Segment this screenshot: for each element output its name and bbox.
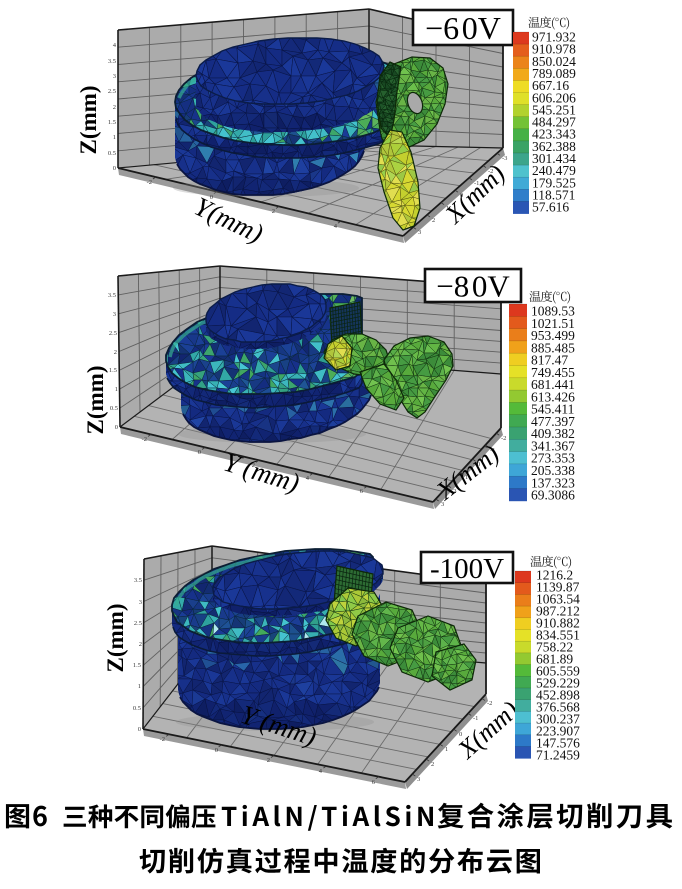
svg-text:1: 1 [115, 386, 118, 393]
svg-text:1: 1 [445, 746, 448, 753]
svg-text:-1: -1 [490, 447, 495, 454]
svg-text:−8 0V: −8 0V [436, 269, 510, 304]
svg-text:1.5: 1.5 [133, 662, 141, 669]
svg-text:3: 3 [113, 73, 116, 80]
svg-text:0: 0 [138, 726, 141, 733]
svg-text:1: 1 [465, 474, 468, 481]
svg-text:953.499: 953.499 [531, 328, 575, 343]
svg-text:2.5: 2.5 [134, 620, 142, 627]
svg-text:0.5: 0.5 [110, 405, 118, 412]
svg-text:885.485: 885.485 [531, 340, 575, 355]
svg-text:817.47: 817.47 [531, 353, 568, 368]
svg-text:1: 1 [446, 205, 449, 212]
svg-text:423.343: 423.343 [532, 127, 576, 142]
svg-text:3: 3 [417, 776, 420, 783]
svg-text:2.5: 2.5 [109, 330, 117, 337]
svg-text:-2: -2 [487, 700, 492, 707]
svg-text:-1: -1 [473, 715, 478, 722]
svg-text:341.367: 341.367 [531, 438, 575, 453]
svg-text:-2: -2 [147, 179, 152, 186]
svg-text:3: 3 [113, 311, 116, 318]
svg-text:6: 6 [360, 488, 364, 495]
svg-text:409.382: 409.382 [531, 426, 575, 441]
svg-text:1.5: 1.5 [108, 119, 116, 126]
svg-text:789.089: 789.089 [532, 66, 576, 81]
svg-text:-2: -2 [142, 436, 147, 443]
svg-text:4: 4 [306, 475, 310, 482]
svg-text:681.441: 681.441 [531, 377, 575, 392]
svg-text:2: 2 [431, 761, 434, 768]
svg-text:179.525: 179.525 [532, 175, 576, 190]
svg-text:-2: -2 [501, 435, 506, 442]
svg-text:2: 2 [139, 641, 142, 648]
svg-text:3: 3 [418, 229, 421, 236]
svg-text:−6 0V: −6 0V [425, 10, 501, 46]
svg-text:613.426: 613.426 [531, 389, 575, 404]
svg-text:1: 1 [113, 134, 116, 141]
svg-text:2: 2 [267, 757, 270, 764]
svg-text:2.5: 2.5 [108, 88, 116, 95]
svg-text:362.388: 362.388 [532, 139, 576, 154]
svg-text:545.251: 545.251 [532, 102, 576, 117]
svg-text:0: 0 [215, 747, 218, 754]
svg-text:477.397: 477.397 [531, 414, 575, 429]
svg-text:-2: -2 [160, 736, 165, 743]
svg-text:273.353: 273.353 [531, 451, 575, 466]
svg-text:4: 4 [319, 768, 323, 775]
svg-text:2: 2 [252, 462, 255, 469]
svg-text:971.932: 971.932 [532, 30, 576, 45]
svg-text:3.5: 3.5 [108, 292, 116, 299]
svg-text:667.16: 667.16 [532, 78, 569, 93]
svg-text:1089.53: 1089.53 [531, 304, 575, 319]
svg-text:0: 0 [210, 194, 213, 201]
svg-text:137.323: 137.323 [531, 475, 575, 490]
svg-text:2: 2 [272, 208, 275, 215]
svg-text:69.3086: 69.3086 [531, 488, 575, 503]
svg-text:2: 2 [114, 349, 117, 356]
svg-text:850.024: 850.024 [532, 54, 576, 69]
svg-text:0: 0 [460, 192, 463, 199]
svg-text:-2: -2 [488, 168, 493, 175]
svg-text:3.5: 3.5 [108, 58, 116, 65]
svg-text:3: 3 [139, 599, 142, 606]
svg-text:749.455: 749.455 [531, 365, 575, 380]
svg-text:6: 6 [372, 779, 376, 786]
svg-text:1021.51: 1021.51 [531, 316, 575, 331]
svg-text:1.5: 1.5 [109, 367, 117, 374]
svg-text:3.5: 3.5 [134, 577, 142, 584]
svg-text:0: 0 [477, 461, 480, 468]
svg-text:2: 2 [453, 488, 456, 495]
svg-text:-1: -1 [474, 180, 479, 187]
svg-text:4: 4 [113, 42, 117, 49]
svg-text:2: 2 [113, 104, 116, 111]
svg-text:-3: -3 [502, 155, 507, 162]
svg-text:118.571: 118.571 [532, 187, 575, 202]
svg-text:484.297: 484.297 [532, 115, 576, 130]
svg-text:0: 0 [198, 449, 201, 456]
svg-text:Z(mm): Z(mm) [83, 366, 108, 435]
svg-text:4: 4 [334, 223, 338, 230]
svg-text:3: 3 [441, 501, 444, 508]
svg-text:301.434: 301.434 [532, 151, 576, 166]
svg-text:910.978: 910.978 [532, 42, 576, 57]
svg-text:1: 1 [138, 683, 141, 690]
svg-text:205.338: 205.338 [531, 463, 575, 478]
svg-text:57.616: 57.616 [532, 200, 569, 215]
svg-text:0.5: 0.5 [108, 150, 116, 157]
svg-text:240.479: 240.479 [532, 163, 576, 178]
svg-text:0: 0 [459, 731, 462, 738]
svg-text:0.5: 0.5 [133, 705, 141, 712]
svg-text:606.206: 606.206 [532, 90, 576, 105]
svg-text:545.411: 545.411 [531, 402, 574, 417]
svg-text:0: 0 [113, 165, 116, 172]
svg-text:2: 2 [432, 217, 435, 224]
svg-text:Z(mm): Z(mm) [76, 86, 101, 155]
svg-text:0: 0 [115, 424, 118, 431]
